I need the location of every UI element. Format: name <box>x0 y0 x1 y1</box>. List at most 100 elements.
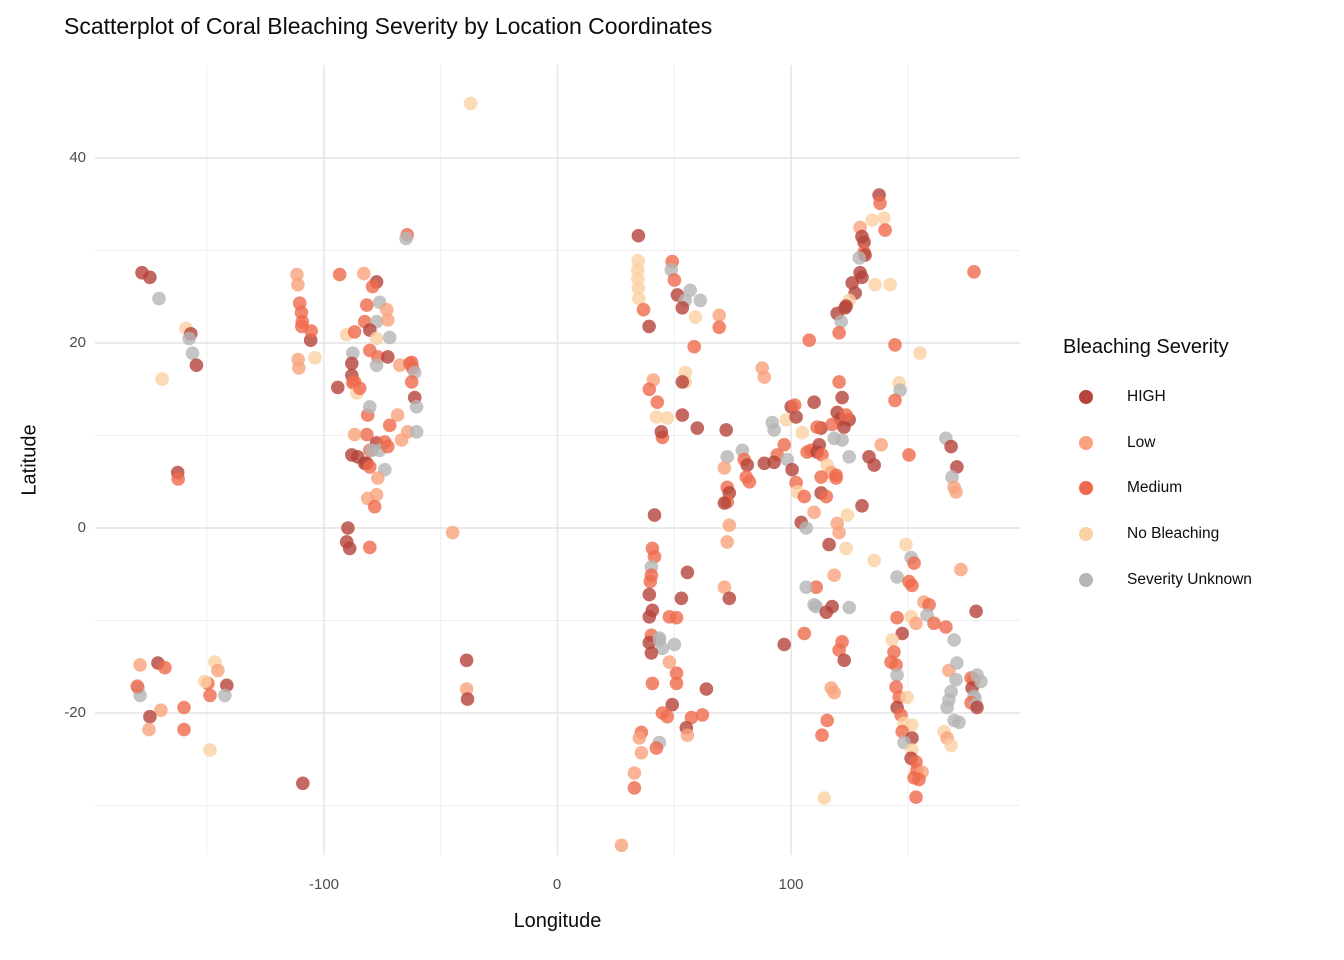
data-point <box>809 580 823 594</box>
data-point <box>797 626 812 641</box>
data-point <box>780 452 794 467</box>
data-point <box>895 626 909 641</box>
data-point <box>687 339 701 354</box>
data-point <box>347 325 362 339</box>
data-point <box>381 350 395 364</box>
data-point <box>631 228 646 243</box>
data-point <box>346 346 360 361</box>
data-point <box>907 556 921 570</box>
data-point <box>757 370 772 385</box>
data-point <box>690 421 705 435</box>
data-point <box>815 728 829 742</box>
data-point <box>634 746 649 760</box>
data-point <box>463 96 478 111</box>
data-point <box>642 610 657 624</box>
data-point <box>220 678 234 693</box>
data-point <box>664 263 679 277</box>
data-point <box>177 700 191 715</box>
data-point <box>757 456 772 471</box>
y-tick-label: 20 <box>69 334 86 351</box>
data-point <box>742 475 757 489</box>
data-point <box>717 580 732 594</box>
data-point <box>797 489 812 504</box>
data-point <box>927 616 941 631</box>
data-point <box>154 703 168 717</box>
data-point <box>767 423 781 437</box>
data-point <box>905 718 919 732</box>
data-point <box>840 508 855 522</box>
data-point <box>404 375 419 389</box>
legend-label: Low <box>1127 434 1156 451</box>
legend-item-no-bleaching: No Bleaching <box>1079 525 1219 542</box>
data-point <box>944 738 958 753</box>
data-point <box>947 633 961 647</box>
data-point <box>660 411 675 425</box>
data-point <box>695 708 710 722</box>
data-point <box>814 470 828 484</box>
data-point <box>647 508 662 522</box>
low-swatch-icon <box>1079 436 1093 450</box>
data-point <box>829 471 843 485</box>
data-point <box>332 267 347 282</box>
data-point <box>832 643 846 657</box>
data-point <box>409 400 424 414</box>
data-point <box>867 553 881 568</box>
data-point <box>674 591 689 606</box>
data-point <box>394 433 409 447</box>
data-point <box>712 320 726 335</box>
data-point <box>720 535 734 549</box>
data-point <box>459 653 474 668</box>
data-point <box>143 270 157 285</box>
data-point <box>379 302 394 317</box>
data-point <box>369 358 384 373</box>
legend-title: Bleaching Severity <box>1063 336 1229 358</box>
data-point <box>832 375 846 389</box>
data-point <box>807 505 821 520</box>
data-point <box>909 616 923 631</box>
data-point <box>667 273 682 287</box>
data-point <box>654 425 669 439</box>
data-point <box>390 408 405 422</box>
data-point <box>845 276 859 290</box>
data-point <box>722 518 737 532</box>
data-point <box>895 724 909 739</box>
data-point <box>699 682 714 696</box>
data-point <box>627 766 642 780</box>
data-point <box>883 277 897 292</box>
data-point <box>740 458 755 472</box>
data-point <box>810 420 824 435</box>
data-point <box>967 265 981 279</box>
data-point <box>899 537 913 552</box>
data-point <box>835 390 849 405</box>
data-point <box>787 398 802 412</box>
data-point <box>890 668 904 682</box>
data-point <box>945 470 959 484</box>
data-point <box>922 598 936 612</box>
data-point <box>649 741 664 755</box>
data-point <box>177 722 191 737</box>
data-point <box>717 461 732 475</box>
data-point <box>636 302 651 317</box>
data-point <box>363 400 377 414</box>
data-point <box>369 331 384 346</box>
x-tick-label: 0 <box>552 876 562 893</box>
data-point <box>827 568 841 582</box>
data-point <box>347 427 362 442</box>
data-point <box>133 658 147 672</box>
data-point <box>649 410 664 424</box>
data-point <box>381 439 395 454</box>
data-point <box>913 346 927 361</box>
data-point <box>885 633 899 647</box>
data-point <box>822 537 836 552</box>
data-point <box>789 410 803 424</box>
data-point <box>185 346 200 361</box>
data-point <box>363 540 377 555</box>
data-point <box>888 338 902 352</box>
data-point <box>631 281 646 296</box>
data-point <box>857 235 871 249</box>
data-point <box>290 267 304 282</box>
data-point <box>460 692 475 706</box>
data-point <box>889 658 903 672</box>
data-point <box>944 439 958 454</box>
data-point <box>363 460 377 474</box>
